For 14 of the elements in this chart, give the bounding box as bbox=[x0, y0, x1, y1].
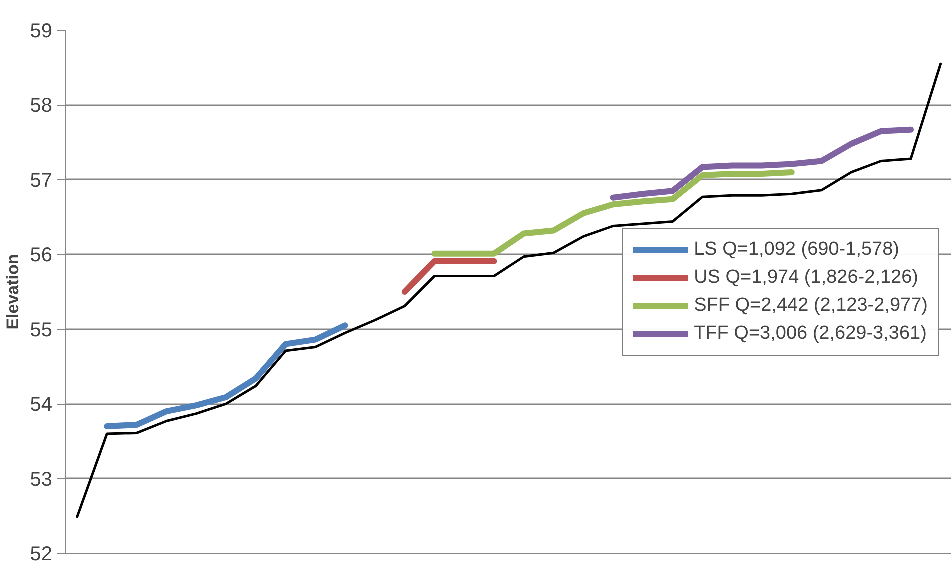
y-tick-label: 55 bbox=[30, 319, 53, 342]
y-tick-label: 58 bbox=[30, 95, 53, 118]
legend-label: TFF Q=3,006 (2,629-3,361) bbox=[694, 322, 927, 344]
y-tick-label: 59 bbox=[30, 20, 53, 42]
legend-label: LS Q=1,092 (690-1,578) bbox=[694, 238, 900, 260]
line-series bbox=[76, 62, 942, 518]
y-axis-title: Elevation bbox=[3, 254, 22, 330]
y-tick-label: 52 bbox=[30, 544, 53, 566]
y-tick-label: 57 bbox=[30, 170, 53, 192]
legend-label: US Q=1,974 (1,826-2,126) bbox=[694, 266, 919, 288]
y-tick-label: 53 bbox=[30, 468, 53, 491]
y-tick-label: 54 bbox=[30, 394, 53, 416]
legend-label: SFF Q=2,442 (2,123-2,977) bbox=[694, 294, 928, 316]
y-tick-label: 56 bbox=[30, 244, 53, 267]
